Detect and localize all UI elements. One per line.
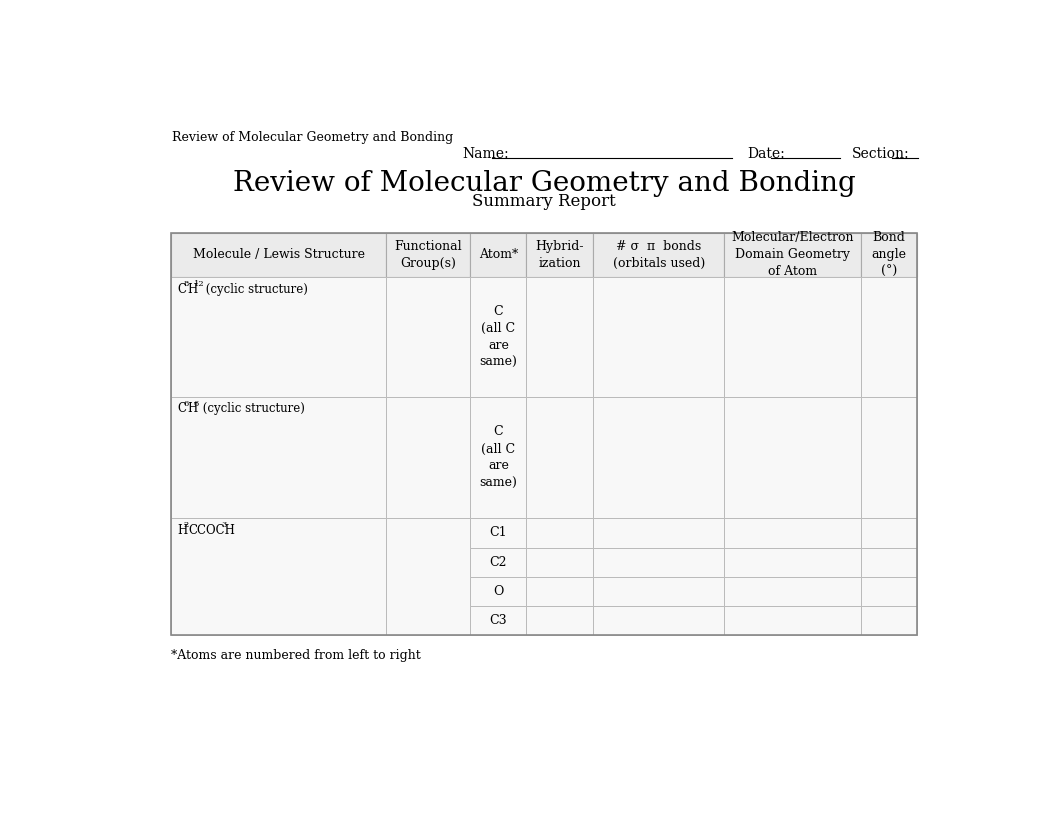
Bar bbox=[594, 577, 724, 606]
Bar bbox=[724, 277, 861, 397]
Text: 3: 3 bbox=[221, 521, 226, 529]
Text: 12: 12 bbox=[194, 280, 205, 289]
Bar bbox=[171, 519, 387, 635]
Bar bbox=[171, 233, 918, 635]
Text: Bond
angle
(°): Bond angle (°) bbox=[872, 232, 907, 279]
Text: 8: 8 bbox=[183, 280, 188, 289]
Bar bbox=[594, 277, 724, 397]
Bar bbox=[861, 397, 918, 519]
Text: H: H bbox=[188, 402, 198, 415]
Bar bbox=[861, 277, 918, 397]
Text: C
(all C
are
same): C (all C are same) bbox=[479, 305, 517, 369]
Text: C3: C3 bbox=[490, 614, 508, 627]
Bar bbox=[470, 277, 527, 397]
Text: O: O bbox=[493, 585, 503, 598]
Bar bbox=[724, 519, 861, 547]
Text: C: C bbox=[177, 283, 187, 296]
Bar bbox=[470, 606, 527, 635]
Bar bbox=[861, 577, 918, 606]
Bar bbox=[527, 547, 594, 577]
Text: 2: 2 bbox=[184, 521, 189, 529]
Text: Name:: Name: bbox=[462, 147, 509, 161]
Text: C1: C1 bbox=[490, 526, 508, 539]
Text: C
(all C
are
same): C (all C are same) bbox=[479, 426, 517, 489]
Text: (cyclic structure): (cyclic structure) bbox=[199, 402, 305, 415]
Text: C2: C2 bbox=[490, 556, 508, 569]
Bar bbox=[470, 519, 527, 547]
Text: Section:: Section: bbox=[852, 147, 909, 161]
Bar bbox=[387, 233, 470, 277]
Text: Atom*: Atom* bbox=[479, 248, 518, 261]
Bar bbox=[387, 397, 470, 519]
Bar bbox=[861, 606, 918, 635]
Text: Review of Molecular Geometry and Bonding: Review of Molecular Geometry and Bonding bbox=[171, 131, 452, 144]
Text: (cyclic structure): (cyclic structure) bbox=[202, 283, 308, 296]
Text: *Atoms are numbered from left to right: *Atoms are numbered from left to right bbox=[171, 649, 422, 663]
Text: Molecule / Lewis Structure: Molecule / Lewis Structure bbox=[193, 248, 365, 261]
Text: # σ  π  bonds
(orbitals used): # σ π bonds (orbitals used) bbox=[613, 240, 705, 270]
Text: Hybrid-
ization: Hybrid- ization bbox=[535, 240, 584, 270]
Bar bbox=[527, 577, 594, 606]
Bar bbox=[594, 397, 724, 519]
Bar bbox=[594, 519, 724, 547]
Text: Date:: Date: bbox=[748, 147, 785, 161]
Bar bbox=[387, 519, 470, 635]
Text: 6: 6 bbox=[183, 399, 188, 408]
Bar bbox=[527, 397, 594, 519]
Bar bbox=[724, 397, 861, 519]
Bar bbox=[527, 277, 594, 397]
Bar bbox=[527, 606, 594, 635]
Text: Functional
Group(s): Functional Group(s) bbox=[394, 240, 462, 270]
Bar bbox=[724, 577, 861, 606]
Text: C: C bbox=[177, 402, 187, 415]
Text: Summary Report: Summary Report bbox=[473, 193, 616, 210]
Bar bbox=[724, 606, 861, 635]
Bar bbox=[171, 233, 387, 277]
Bar bbox=[527, 233, 594, 277]
Bar bbox=[470, 233, 527, 277]
Text: H: H bbox=[188, 283, 198, 296]
Bar bbox=[171, 277, 387, 397]
Text: CCOCH: CCOCH bbox=[188, 524, 236, 537]
Bar bbox=[861, 547, 918, 577]
Text: H: H bbox=[177, 524, 188, 537]
Bar bbox=[387, 277, 470, 397]
Bar bbox=[594, 233, 724, 277]
Bar bbox=[171, 397, 387, 519]
Bar bbox=[470, 577, 527, 606]
Bar bbox=[861, 233, 918, 277]
Bar bbox=[527, 519, 594, 547]
Bar bbox=[724, 547, 861, 577]
Bar bbox=[724, 233, 861, 277]
Bar bbox=[470, 547, 527, 577]
Text: 6: 6 bbox=[194, 399, 200, 408]
Bar bbox=[594, 606, 724, 635]
Bar bbox=[594, 547, 724, 577]
Text: Molecular/Electron
Domain Geometry
of Atom: Molecular/Electron Domain Geometry of At… bbox=[732, 232, 854, 279]
Bar bbox=[470, 397, 527, 519]
Bar bbox=[861, 519, 918, 547]
Text: Review of Molecular Geometry and Bonding: Review of Molecular Geometry and Bonding bbox=[233, 170, 856, 197]
